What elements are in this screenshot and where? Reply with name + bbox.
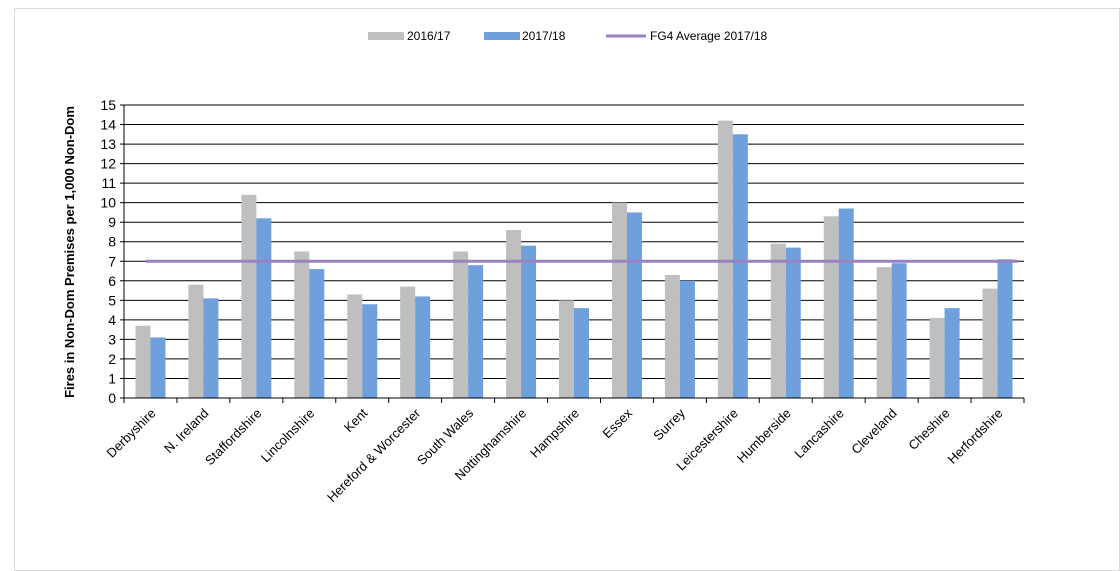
- legend-label-series-2: 2017/18: [522, 29, 566, 43]
- x-tick-label: Cheshire: [905, 406, 952, 453]
- bar-series-2: [838, 208, 854, 398]
- bar-series-1: [876, 267, 892, 398]
- bar-series-1: [611, 202, 627, 398]
- bar-series-2: [521, 245, 537, 398]
- bar-series-2: [732, 134, 748, 399]
- x-tick-label: Humberside: [734, 406, 794, 466]
- axes: [120, 104, 1025, 403]
- legend-label-series-1: 2016/17: [407, 29, 451, 43]
- x-tick-label: Hampshire: [527, 406, 582, 461]
- bar-series-2: [256, 218, 272, 398]
- y-tick-label: 12: [100, 156, 116, 172]
- x-tick-label: Cleveland: [848, 406, 899, 457]
- bar-series-2: [415, 296, 431, 398]
- bar-series-1: [347, 294, 363, 398]
- x-tick-labels: Derbyshire N. IrelandStaffordshireLincoln…: [104, 405, 1006, 505]
- bar-series-2: [309, 269, 325, 398]
- y-tick-label: 6: [108, 273, 116, 289]
- x-tick-label: Hereford & Worcester: [324, 405, 424, 505]
- bar-series-2: [785, 247, 801, 398]
- x-tick-label: Surrey: [650, 405, 688, 443]
- legend-swatch-series-2: [484, 32, 520, 40]
- y-tick-label: 14: [100, 117, 116, 133]
- bar-series-2: [997, 259, 1013, 398]
- bar-series-1: [188, 284, 204, 398]
- y-tick-label: 3: [108, 331, 116, 347]
- legend: 2016/17 2017/18 FG4 Average 2017/18: [368, 29, 768, 43]
- x-tick-label: Lincolnshire: [258, 406, 318, 466]
- y-tick-label: 5: [108, 292, 116, 308]
- y-tick-label: 10: [100, 195, 116, 211]
- y-tick-label: 15: [100, 97, 116, 113]
- bar-series-2: [203, 298, 219, 398]
- bar-series-2: [626, 212, 642, 398]
- y-tick-label: 9: [108, 214, 116, 230]
- x-tick-label: Herfordshire: [944, 406, 1005, 467]
- x-tick-label: N. Ireland: [161, 406, 211, 456]
- bar-series-1: [294, 251, 310, 398]
- bar-series-1: [506, 230, 522, 398]
- bar-series-1: [241, 194, 257, 398]
- y-tick-label: 7: [108, 253, 116, 269]
- bar-series-1: [929, 317, 945, 398]
- x-tick-label: Kent: [341, 405, 371, 435]
- bar-series-1: [664, 274, 680, 398]
- y-tick-label: 11: [101, 175, 116, 191]
- bar-series-1: [982, 288, 998, 398]
- bar-series-2: [574, 308, 589, 398]
- bar-series-1: [823, 216, 839, 398]
- bar-series-2: [679, 280, 695, 398]
- bar-series-2: [468, 265, 484, 398]
- bar-series-2: [362, 304, 378, 398]
- bar-series-1: [717, 120, 733, 399]
- y-tick-label: 0: [108, 390, 116, 406]
- bar-series-1: [135, 325, 151, 398]
- y-tick-label: 8: [108, 234, 116, 250]
- bar-series-1: [559, 300, 574, 398]
- bars: [135, 120, 1013, 399]
- y-axis-title: Fires in Non-Dom Premises per 1,000 Non-…: [62, 106, 77, 398]
- bar-series-1: [400, 286, 416, 398]
- x-tick-label: Essex: [599, 405, 635, 441]
- bar-series-2: [944, 308, 960, 398]
- bar-series-1: [453, 251, 469, 398]
- bar-series-1: [770, 243, 786, 398]
- bar-series-2: [150, 337, 166, 398]
- y-tick-label: 4: [108, 312, 116, 328]
- y-tick-label: 1: [108, 370, 116, 386]
- legend-label-reference-line: FG4 Average 2017/18: [650, 29, 768, 43]
- x-tick-label: Staffordshire: [202, 406, 265, 469]
- y-tick-label: 13: [100, 136, 116, 152]
- x-tick-label: Lancashire: [791, 406, 847, 462]
- x-tick-label: Derbyshire: [104, 406, 159, 461]
- y-tick-label: 2: [108, 351, 116, 367]
- bar-series-2: [891, 263, 907, 398]
- legend-swatch-series-1: [368, 32, 404, 40]
